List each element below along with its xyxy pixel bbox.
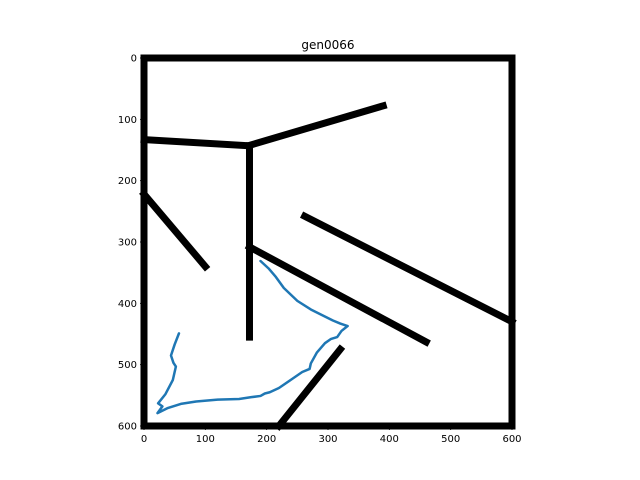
y-tick-label: 0: [131, 54, 137, 65]
wall-segment-6: [139, 189, 211, 272]
wall-segment-7: [244, 242, 431, 347]
x-tick-label: 0: [141, 434, 147, 445]
y-tick-label: 500: [118, 360, 137, 371]
chart-title: gen0066: [301, 38, 354, 52]
plot-area: [139, 54, 517, 431]
plot-background: [144, 58, 512, 426]
x-tick-label: 500: [441, 434, 460, 445]
x-tick-label: 400: [380, 434, 399, 445]
y-axis: 0 100 200 300 400 500 600: [118, 54, 144, 433]
x-tick-label: 200: [257, 434, 276, 445]
x-tick-label: 100: [196, 434, 215, 445]
y-tick-label: 200: [118, 176, 137, 187]
wall-segment-9: [274, 344, 346, 431]
trajectory-line: [156, 259, 349, 415]
y-tick-label: 400: [118, 299, 137, 310]
x-tick-label: 600: [502, 434, 521, 445]
path-layer: [156, 259, 349, 415]
y-tick-label: 600: [118, 422, 137, 433]
y-tick-label: 100: [118, 115, 137, 126]
x-tick-label: 300: [318, 434, 337, 445]
wall-segment-8: [299, 211, 517, 327]
y-tick-label: 300: [118, 238, 137, 249]
x-axis: 0 100 200 300 400 500 600: [141, 426, 522, 445]
